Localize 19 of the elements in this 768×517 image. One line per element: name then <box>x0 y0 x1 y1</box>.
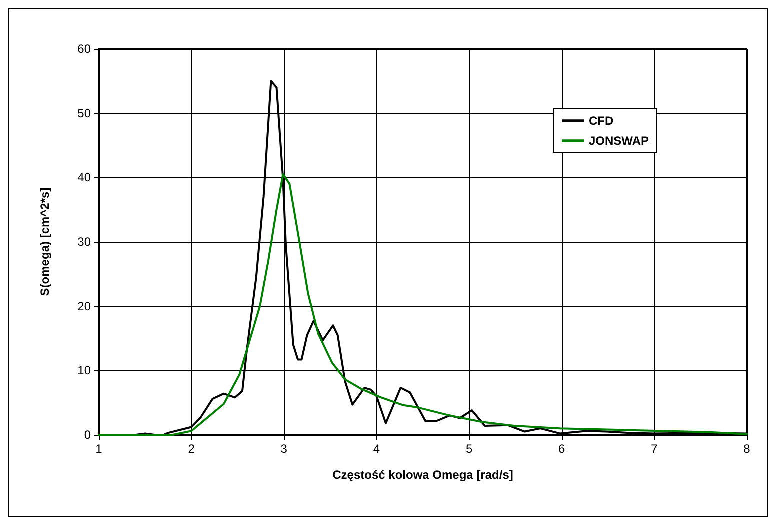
x-tick-label: 3 <box>280 442 288 456</box>
y-tick-label: 10 <box>78 364 92 378</box>
y-tick-label: 40 <box>78 170 92 185</box>
x-tick-label: 8 <box>744 442 751 456</box>
y-tick-label: 0 <box>84 428 92 442</box>
y-axis-title: S(omega) [cm^2*s] <box>38 188 52 296</box>
x-tick-label: 5 <box>466 442 473 456</box>
x-tick-label: 1 <box>96 442 103 456</box>
y-tick-label: 50 <box>78 106 92 120</box>
y-tick-label: 20 <box>78 299 92 314</box>
x-tick-label: 4 <box>373 442 380 456</box>
x-tick-label: 2 <box>188 442 196 456</box>
x-tick-label: 6 <box>558 442 566 456</box>
y-tick-label: 60 <box>78 42 92 56</box>
x-axis-title: Częstość kolowa Omega [rad/s] <box>332 468 514 482</box>
y-tick-label: 30 <box>78 235 92 249</box>
legend-label: CFD <box>588 114 614 128</box>
x-tick-label: 7 <box>651 442 658 456</box>
legend-label: JONSWAP <box>588 134 650 148</box>
